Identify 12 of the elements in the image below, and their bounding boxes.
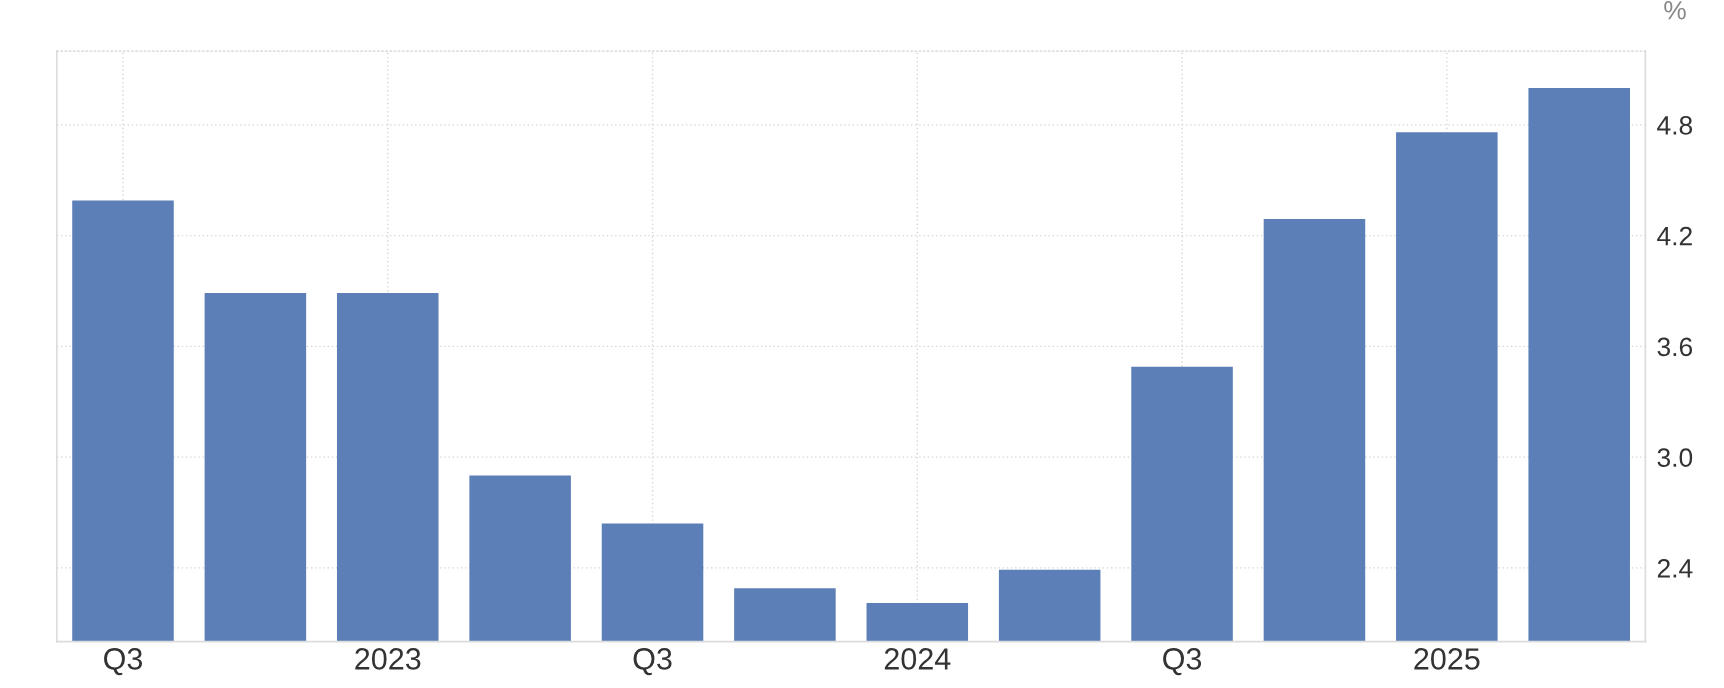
y-axis-title: % (1664, 1, 1686, 20)
y-tick-label: 3.0 (1657, 448, 1693, 467)
y-tick-label: 2.4 (1657, 559, 1693, 578)
y-tick-label: 4.2 (1657, 226, 1692, 246)
y-tick-label: 3.6 (1657, 337, 1693, 357)
x-tick-label: Q3 (104, 648, 143, 676)
y-tick-label: 4.8 (1657, 116, 1693, 135)
x-tick-label: 2024 (884, 648, 951, 670)
x-tick-label: 2023 (355, 648, 421, 670)
x-tick-label: Q3 (1163, 648, 1202, 676)
x-tick-label: 2025 (1414, 648, 1480, 670)
x-tick-label: Q3 (633, 648, 672, 676)
